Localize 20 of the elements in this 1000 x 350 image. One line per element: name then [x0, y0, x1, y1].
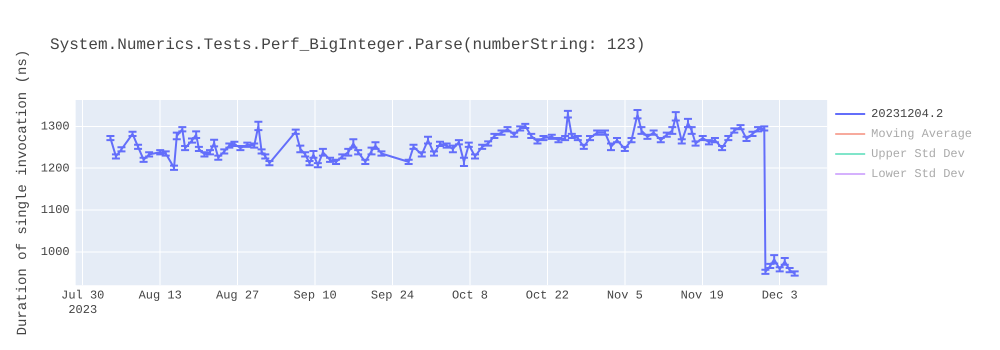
y-tick-label: 1100: [40, 203, 70, 218]
y-tick-label: 1300: [40, 120, 70, 134]
x-tick-label: Oct 8: [452, 288, 488, 303]
legend-label: 20231204.2: [871, 107, 944, 122]
legend-label: Upper Std Dev: [871, 147, 965, 162]
y-axis-title: Duration of single invocation (ns): [15, 50, 32, 336]
y-tick-label: 1200: [40, 161, 70, 176]
x-tick-label: Aug 27: [216, 288, 260, 303]
x-tick-label: Jul 30 2023: [61, 288, 104, 317]
x-tick-label: Nov 5: [606, 288, 643, 303]
y-tick-label: 1000: [40, 244, 70, 259]
x-tick-label: Dec 3: [762, 288, 798, 303]
x-tick-label: Sep 10: [293, 288, 337, 303]
legend-label: Lower Std Dev: [871, 167, 965, 182]
legend-label: Moving Average: [871, 127, 972, 142]
x-tick-label: Nov 19: [680, 288, 724, 303]
x-tick-label: Sep 24: [370, 288, 414, 303]
x-tick-label: Aug 13: [138, 288, 182, 303]
chart-title: System.Numerics.Tests.Perf_BigInteger.Parse(numberString: 123): [50, 36, 646, 54]
x-tick-label: Oct 22: [526, 288, 569, 303]
